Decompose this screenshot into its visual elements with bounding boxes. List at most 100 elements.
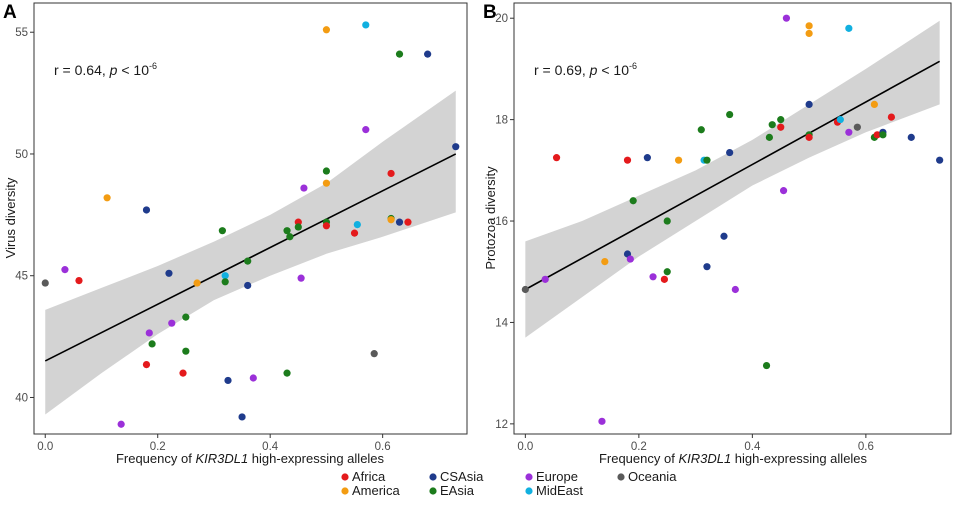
data-point-europe <box>598 417 606 425</box>
annotation-lt: < 10 <box>597 62 629 78</box>
data-point-easia <box>286 233 294 241</box>
data-point-europe <box>731 285 739 294</box>
y-tick-label: 40 <box>15 392 28 404</box>
data-point-easia <box>218 227 226 235</box>
legend-label-mideast: MidEast <box>536 483 583 498</box>
data-point-oceania <box>370 350 378 358</box>
data-point-africa <box>404 218 412 226</box>
data-point-csasia <box>936 156 944 164</box>
data-point-africa <box>322 222 331 230</box>
data-point-europe <box>649 273 657 281</box>
data-point-america <box>103 194 111 202</box>
x-tick-label: 0.0 <box>37 441 53 453</box>
data-point-europe <box>626 255 634 263</box>
data-point-easia <box>663 268 671 276</box>
annotation-exponent: -6 <box>149 61 157 71</box>
y-axis-title: Protozoa diversity <box>483 166 498 270</box>
annotation-r: r = 0.64, <box>54 62 110 78</box>
panel-b: B 12 14 16 18 20 0.0 0.2 0.4 0.6 Protozoa diversit… <box>483 2 952 466</box>
data-point-america <box>674 156 683 164</box>
x-tick-label: 0.6 <box>375 441 391 453</box>
data-point-africa <box>805 133 813 141</box>
annotation-exponent: -6 <box>629 61 637 71</box>
x-tick-label: 0.2 <box>631 441 647 453</box>
annotation-r: r = 0.69, <box>534 62 590 78</box>
legend-swatch-easia <box>429 487 437 495</box>
data-point-csasia <box>395 218 404 226</box>
x-tick-label: 0.4 <box>262 441 279 453</box>
legend-swatch-america <box>341 487 349 495</box>
y-tick-label: 20 <box>495 13 508 25</box>
correlation-annotation: r = 0.64, p < 10-6 <box>54 61 157 78</box>
data-point-america <box>387 216 395 224</box>
data-point-mideast <box>836 116 844 124</box>
data-point-csasia <box>720 232 728 240</box>
data-point-america <box>193 279 201 287</box>
data-point-europe <box>61 266 69 274</box>
data-point-america <box>322 179 331 187</box>
data-point-africa <box>142 361 151 369</box>
data-point-csasia <box>224 376 232 385</box>
data-point-mideast <box>221 272 229 280</box>
y-tick-label: 16 <box>495 216 508 228</box>
x-axis-title-part: Frequency of <box>599 451 679 466</box>
data-point-africa <box>873 131 881 139</box>
data-point-america <box>322 26 331 34</box>
data-point-easia <box>703 156 711 164</box>
data-point-america <box>870 100 878 109</box>
data-point-easia <box>244 257 252 265</box>
data-point-csasia <box>703 263 711 271</box>
data-point-africa <box>75 276 83 285</box>
x-axis-title-part: high-expressing alleles <box>731 451 867 466</box>
data-point-csasia <box>805 100 813 109</box>
data-point-easia <box>294 223 302 231</box>
legend-label-csasia: CSAsia <box>440 469 484 484</box>
data-point-csasia <box>424 50 432 58</box>
legend-label-africa: Africa <box>352 469 386 484</box>
y-tick-label: 55 <box>15 27 28 39</box>
data-point-america <box>805 22 813 30</box>
legend-label-easia: EAsia <box>440 483 475 498</box>
data-point-oceania <box>521 285 529 294</box>
x-axis-title-part: high-expressing alleles <box>248 451 384 466</box>
data-point-easia <box>395 50 404 58</box>
legend-label-oceania: Oceania <box>628 469 677 484</box>
data-point-africa <box>777 123 785 131</box>
y-tick-label: 50 <box>15 149 28 161</box>
x-tick-label: 0.4 <box>744 441 761 453</box>
data-point-mideast <box>353 220 361 229</box>
legend-label-america: America <box>352 483 400 498</box>
annotation-p: p <box>109 62 118 78</box>
x-axis-title-gene: KIR3DL1 <box>195 451 248 466</box>
data-point-easia <box>762 361 771 370</box>
data-point-europe <box>779 187 788 195</box>
legend-swatch-africa <box>341 473 349 481</box>
annotation-lt: < 10 <box>117 62 149 78</box>
data-point-easia <box>148 340 156 348</box>
data-point-csasia <box>726 148 734 157</box>
data-point-easia <box>629 197 637 205</box>
data-point-csasia <box>244 281 252 290</box>
data-point-easia <box>768 121 776 129</box>
data-point-easia <box>726 110 734 119</box>
plot-border <box>513 2 952 435</box>
data-point-europe <box>168 319 176 327</box>
panel-a: A 40 45 50 55 0.0 0.2 0.4 0.6 Virus diversity Freq… <box>3 2 468 466</box>
data-point-easia <box>879 131 887 139</box>
data-point-america <box>805 29 813 38</box>
data-point-africa <box>552 154 561 162</box>
data-point-europe <box>300 184 308 192</box>
y-axis-title: Virus diversity <box>3 177 18 258</box>
data-point-csasia <box>238 413 246 421</box>
data-point-africa <box>387 169 395 178</box>
legend-swatch-europe <box>525 473 533 481</box>
data-point-easia <box>182 347 190 355</box>
data-point-easia <box>697 126 705 134</box>
data-point-easia <box>182 313 190 321</box>
data-point-africa <box>660 275 668 283</box>
legend-label-europe: Europe <box>536 469 578 484</box>
data-point-europe <box>845 128 853 136</box>
